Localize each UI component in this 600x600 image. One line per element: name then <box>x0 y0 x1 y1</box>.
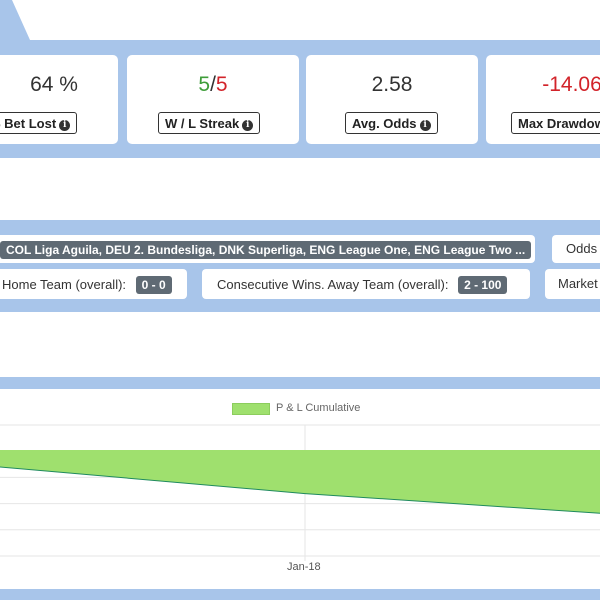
odds-filter-label: Odds <box>566 241 598 256</box>
odds-filter[interactable]: Odds <box>552 235 600 263</box>
info-icon[interactable]: i <box>242 120 254 131</box>
streak-separator: / <box>210 73 216 96</box>
tab-corner <box>0 0 30 40</box>
legend-label-pl-cumulative[interactable]: P & L Cumulative <box>276 402 361 414</box>
home-team-filter-value: 0 - 0 <box>135 276 172 294</box>
away-team-filter-value: 2 - 100 <box>458 276 508 294</box>
legend-swatch-pl-cumulative[interactable] <box>232 403 270 415</box>
pl-cumulative-area[interactable] <box>0 441 600 533</box>
away-team-filter-label: Consecutive Wins. Away Team (overall): <box>217 277 449 292</box>
x-tick-label: Jan-18 <box>287 561 321 573</box>
bet-lost-value: 64 % <box>30 73 78 96</box>
pl-chart <box>0 424 600 561</box>
max-drawdown-label[interactable]: Max Drawdown <box>511 112 600 134</box>
wl-streak-label[interactable]: W / L Streak i <box>158 112 261 134</box>
wl-streak-value: 5/5 <box>127 73 299 97</box>
stat-card-wl-streak: 5/5 W / L Streak i <box>127 55 299 144</box>
market-filter[interactable]: Market <box>545 269 600 299</box>
loss-streak-value: 5 <box>215 73 228 96</box>
win-streak-value: 5 <box>198 73 211 96</box>
home-team-filter-label: Home Team (overall): <box>2 277 127 292</box>
avg-odds-label-text: Avg. Odds <box>352 116 417 131</box>
avg-odds-value: 2.58 <box>371 73 413 96</box>
max-drawdown-value: -14.06 <box>542 73 600 96</box>
pl-cumulative-line[interactable] <box>0 441 600 533</box>
leagues-badge: COL Liga Aguila, DEU 2. Bundesliga, DNK … <box>0 241 532 259</box>
stat-card-avg-odds: 2.58 Avg. Odds i <box>306 55 478 144</box>
market-filter-label: Market <box>558 276 598 291</box>
leagues-filter[interactable]: COL Liga Aguila, DEU 2. Bundesliga, DNK … <box>0 235 535 263</box>
info-icon[interactable]: i <box>419 120 431 131</box>
stat-card-max-drawdown: -14.06 Max Drawdown <box>486 55 600 144</box>
home-team-filter[interactable]: Home Team (overall): 0 - 0 <box>0 269 187 299</box>
bet-lost-label-text: % Bet Lost <box>0 116 57 131</box>
max-drawdown-label-text: Max Drawdown <box>518 116 600 131</box>
away-team-filter[interactable]: Consecutive Wins. Away Team (overall): 2… <box>202 269 530 299</box>
info-icon[interactable]: i <box>59 120 71 131</box>
wl-streak-label-text: W / L Streak <box>165 116 240 131</box>
avg-odds-label[interactable]: Avg. Odds i <box>345 112 438 134</box>
